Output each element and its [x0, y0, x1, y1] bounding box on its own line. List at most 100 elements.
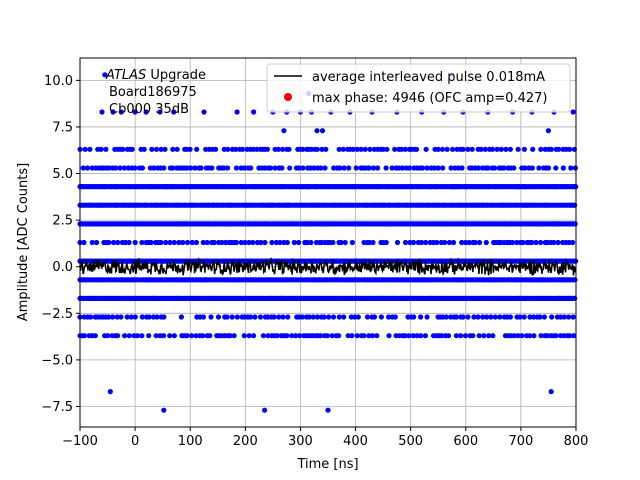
sample-point — [314, 128, 320, 134]
x-tick-label: 600 — [453, 434, 478, 449]
sample-point — [117, 165, 123, 171]
sample-point — [572, 295, 578, 301]
sample-point — [161, 407, 167, 413]
sample-point — [330, 239, 336, 246]
sample-point — [193, 333, 199, 339]
sample-point — [476, 333, 482, 339]
sample-point — [443, 314, 449, 320]
sample-point — [414, 333, 420, 339]
sample-point — [106, 314, 112, 320]
sample-point — [374, 333, 380, 339]
sample-point — [410, 333, 416, 339]
sample-point — [203, 146, 209, 152]
sample-point — [94, 239, 100, 246]
sample-point — [89, 239, 95, 246]
sample-point — [139, 239, 145, 246]
sample-point — [322, 165, 328, 171]
sample-point — [414, 146, 420, 152]
sample-point — [129, 146, 135, 152]
sample-point — [553, 165, 559, 171]
x-tick-label: −100 — [62, 434, 98, 449]
sample-point — [383, 239, 389, 246]
sample-point — [469, 146, 475, 152]
sample-point — [385, 314, 392, 320]
x-tick-label: 400 — [343, 434, 368, 449]
sample-point — [286, 146, 292, 152]
sample-point — [511, 165, 517, 171]
sample-point — [250, 239, 256, 246]
sample-point — [531, 333, 537, 339]
sample-point — [247, 314, 254, 320]
sample-point — [105, 333, 111, 339]
sample-point — [227, 333, 233, 339]
sample-point — [325, 407, 331, 413]
sample-point — [452, 165, 458, 171]
sample-point — [346, 165, 352, 171]
annotation-line-1: ATLAS Upgrade — [105, 68, 206, 83]
sample-point — [330, 314, 337, 320]
legend-label-max-phase: max phase: 4946 (OFC amp=0.427) — [312, 91, 547, 106]
sample-point — [434, 239, 440, 246]
sample-point — [176, 239, 182, 246]
sample-point — [366, 165, 372, 171]
sample-point — [274, 333, 280, 339]
sample-point — [200, 314, 207, 320]
sample-point — [254, 146, 260, 152]
sample-point — [498, 146, 504, 152]
sample-point — [435, 165, 441, 171]
sample-point — [146, 333, 152, 339]
sample-point — [242, 239, 248, 246]
sample-point — [273, 239, 279, 246]
sample-point — [163, 239, 169, 246]
sample-point — [402, 333, 408, 339]
sample-point — [252, 314, 258, 320]
sample-point — [378, 314, 384, 320]
sample-point — [566, 333, 573, 339]
sample-point — [406, 333, 412, 339]
sample-point — [187, 146, 193, 152]
sample-point — [515, 146, 521, 152]
x-axis-ticks: −100 0 100 200 300 400 500 600 700 800 — [62, 427, 588, 449]
sample-point — [128, 314, 134, 320]
sample-point — [529, 165, 536, 171]
sample-point — [567, 146, 573, 152]
y-tick-label: 0.0 — [52, 260, 73, 275]
sample-point — [225, 146, 231, 152]
sample-point — [459, 239, 465, 246]
sample-point — [471, 314, 477, 320]
sample-point — [148, 239, 154, 246]
sample-point — [258, 239, 264, 246]
sample-point — [192, 165, 198, 171]
sample-point — [98, 146, 104, 152]
sample-point — [422, 333, 428, 339]
sample-point — [241, 165, 247, 171]
sample-point — [371, 314, 378, 320]
sample-point — [536, 165, 542, 171]
annotation-line-3: Cb000 35dB — [109, 102, 189, 117]
sample-point — [459, 165, 465, 171]
sample-point — [246, 333, 252, 339]
sample-point — [153, 333, 159, 339]
sample-point — [276, 314, 282, 320]
sample-point — [262, 407, 268, 413]
x-tick-label: 200 — [233, 434, 258, 449]
sample-point — [446, 239, 453, 246]
sample-point — [194, 146, 200, 152]
sample-point — [337, 165, 343, 171]
sample-point — [568, 165, 574, 171]
sample-point — [296, 165, 302, 171]
y-tick-label: −5.0 — [41, 353, 73, 368]
sample-point — [438, 333, 445, 339]
sample-point — [318, 333, 324, 339]
sample-point — [162, 146, 168, 152]
sample-point — [262, 239, 268, 246]
legend-box — [266, 63, 571, 113]
sample-point — [296, 333, 303, 339]
x-tick-label: 500 — [398, 434, 423, 449]
sample-point — [114, 314, 120, 320]
sample-point — [110, 314, 116, 320]
sample-point — [341, 165, 347, 171]
sample-point — [122, 333, 128, 339]
sample-point — [277, 239, 283, 246]
sample-point — [538, 333, 544, 339]
